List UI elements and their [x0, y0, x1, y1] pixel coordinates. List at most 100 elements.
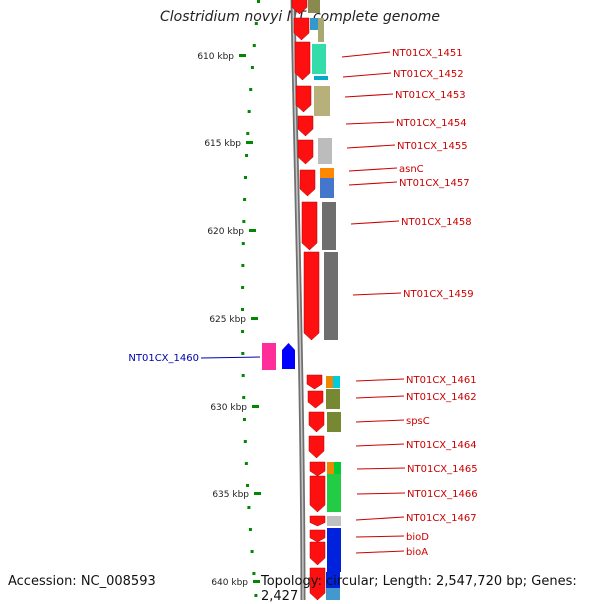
scale-dot [242, 396, 246, 399]
gene-label-leader [355, 550, 405, 554]
scale-dot [241, 286, 245, 289]
gene-label: NT01CX_1455 [397, 141, 468, 152]
scale-label: 610 kbp [197, 52, 234, 62]
gene-label-leader [352, 292, 402, 296]
gene-label: NT01CX_1454 [396, 118, 467, 129]
gene-label-leader [355, 443, 405, 447]
gene-label-leader [355, 516, 405, 521]
gene-label: NT01CX_1452 [393, 69, 464, 80]
gene-label: asnC [399, 164, 424, 175]
scale-dot [252, 44, 256, 47]
scale-tick [249, 229, 256, 232]
feature-box [318, 18, 324, 42]
gene-arrow [308, 411, 325, 433]
feature-box [326, 588, 340, 600]
feature-box [326, 389, 340, 409]
gene-arrow [309, 515, 326, 527]
scale-dot [244, 462, 248, 465]
gene-label-leader [355, 419, 405, 423]
gene-label: NT01CX_1465 [407, 464, 478, 475]
feature-box [312, 44, 326, 74]
reverse-gene-arrow [282, 343, 295, 369]
gene-label: NT01CX_1459 [403, 289, 474, 300]
gene-arrow [303, 251, 320, 341]
scale-tick [254, 492, 261, 495]
gene-label-leader [348, 167, 398, 172]
backbone-highlight [292, 0, 304, 600]
gene-label: NT01CX_1453 [395, 90, 466, 101]
gene-arrow [301, 201, 318, 251]
gene-label-leader [346, 144, 396, 149]
reverse-feature-box [262, 343, 276, 370]
scale-ticks: 610 kbp 615 kbp 620 kbp 625 kbp 630 kbp 635 k… [197, 52, 261, 588]
gene-label: NT01CX_1458 [401, 217, 472, 228]
gene-label-leader [356, 492, 406, 495]
scale-dots [241, 0, 260, 597]
scale-dot [243, 440, 247, 443]
feature-box [326, 572, 340, 588]
scale-dot [247, 506, 251, 509]
gene-label-leader [355, 395, 405, 399]
scale-dot [249, 88, 253, 91]
scale-dot [241, 352, 245, 355]
scale-dot [247, 110, 251, 113]
gene-label: bioD [406, 532, 429, 543]
feature-box [327, 474, 341, 512]
feature-box [320, 168, 334, 178]
scale-dot [241, 330, 245, 333]
feature-box [322, 202, 336, 250]
scale-tick [253, 580, 260, 583]
gene-arrow [309, 567, 326, 600]
gene-arrow [297, 115, 314, 137]
gene-label: bioA [406, 547, 428, 558]
scale-dot [250, 550, 254, 553]
feature-box [314, 86, 330, 116]
scale-dot [245, 154, 249, 157]
feature-box [308, 0, 320, 13]
feature-box [327, 412, 341, 432]
scale-tick [252, 405, 259, 408]
gene-arrow [295, 85, 312, 113]
gene-labels: NT01CX_1451 NT01CX_1452 NT01CX_1453 NT01CX_… [128, 48, 477, 558]
reverse-gene-label: NT01CX_1460 [128, 353, 199, 364]
gene-label-leader [355, 378, 405, 382]
gene-label-leader [356, 467, 406, 470]
scale-label: 625 kbp [209, 315, 246, 325]
scale-dot [248, 528, 252, 531]
scale-dot [241, 374, 245, 377]
scale-dot [242, 418, 246, 421]
scale-dot [241, 308, 245, 311]
scale-tick [239, 54, 246, 57]
feature-box [334, 462, 341, 474]
gene-arrow [309, 529, 326, 543]
scale-dot [243, 198, 247, 201]
feature-box [333, 376, 340, 388]
feature-box [314, 76, 328, 80]
gene-label: NT01CX_1461 [406, 375, 477, 386]
gene-label: NT01CX_1457 [399, 178, 470, 189]
gene-label: NT01CX_1451 [392, 48, 463, 59]
scale-dot [250, 66, 254, 69]
scale-dot [243, 176, 247, 179]
scale-dot [246, 132, 250, 135]
gene-arrow [291, 0, 308, 15]
gene-label: NT01CX_1467 [406, 513, 477, 524]
gene-label-leader [355, 535, 405, 538]
feature-box [310, 18, 320, 30]
gene-arrow [309, 475, 326, 513]
scale-dot [254, 22, 258, 25]
gene-arrow [308, 435, 325, 459]
gene-label-leader [350, 220, 400, 225]
scale-label: 615 kbp [204, 139, 241, 149]
scale-label: 640 kbp [211, 578, 248, 588]
feature-box [324, 252, 338, 340]
scale-label: 635 kbp [212, 490, 249, 500]
map-title: Clostridium novyi NT, complete genome [159, 9, 441, 25]
gene-arrow [309, 541, 326, 566]
scale-dot [254, 594, 258, 597]
gene-label: spsC [406, 416, 430, 427]
scale-label: 630 kbp [210, 403, 247, 413]
scale-tick [251, 317, 258, 320]
feature-box [327, 528, 341, 572]
feature-box [318, 138, 332, 164]
